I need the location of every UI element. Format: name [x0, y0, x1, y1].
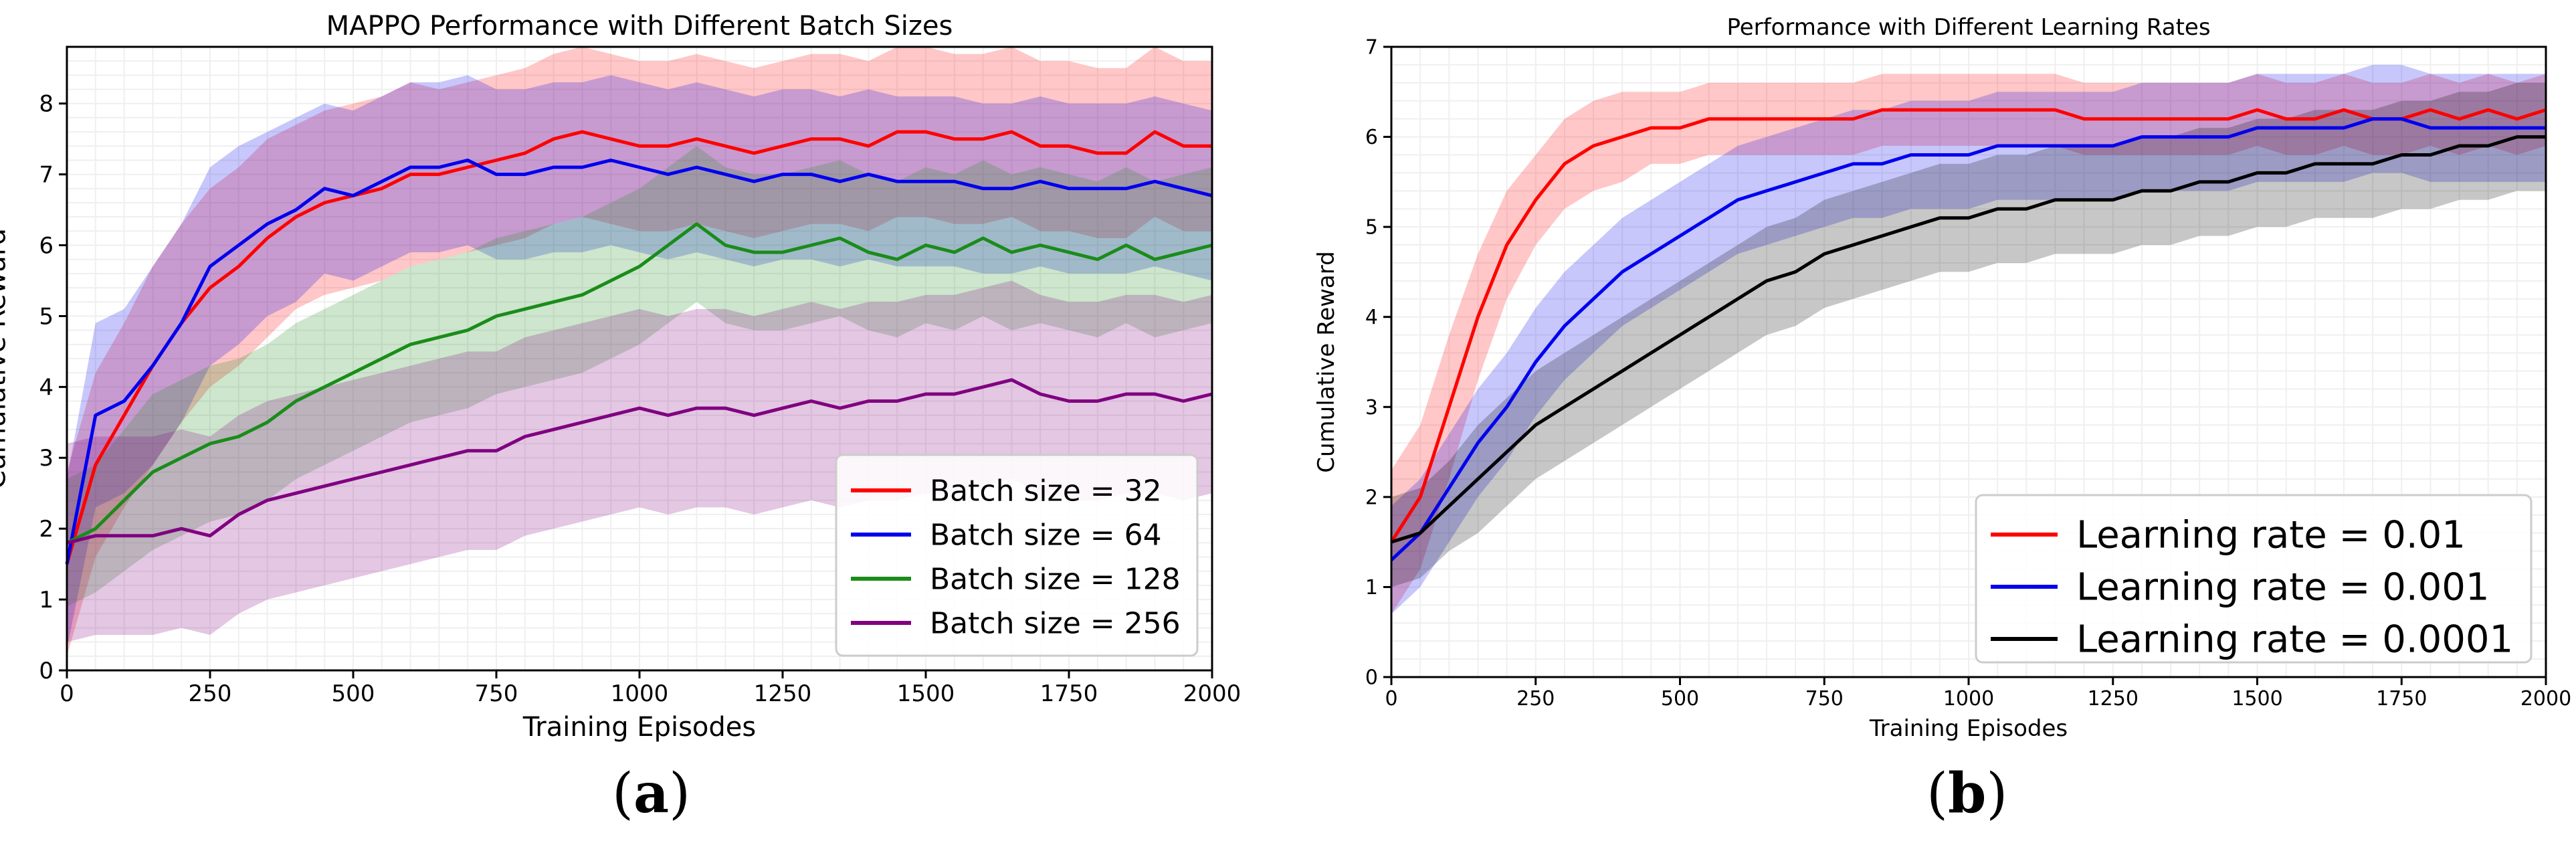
- y-tick-label: 4: [1365, 306, 1378, 329]
- legend-label-1: Batch size = 32: [930, 474, 1162, 508]
- x-tick-label: 1250: [2088, 687, 2139, 711]
- y-tick-label: 2: [39, 516, 54, 543]
- confidence-band-3: [1391, 82, 2546, 587]
- series-line-1: [1389, 108, 2547, 543]
- x-tick-label: 1500: [2232, 687, 2282, 711]
- y-tick-label: 6: [1365, 126, 1378, 149]
- legend-label-3: Learning rate = 0.0001: [2076, 618, 2513, 662]
- x-tick-label: 500: [332, 680, 375, 707]
- x-tick-label: 0: [60, 680, 74, 707]
- legend-label-2: Batch size = 64: [930, 518, 1162, 552]
- confidence-band-2: [67, 75, 1212, 650]
- chart-title: MAPPO Performance with Different Batch S…: [326, 11, 953, 41]
- y-tick-label: 3: [1365, 396, 1378, 419]
- y-axis-label: Cumulative Reward: [1313, 251, 1340, 472]
- legend-label-2: Learning rate = 0.001: [2076, 566, 2490, 609]
- x-axis-label: Training Episodes: [522, 712, 756, 743]
- legend-label-3: Batch size = 128: [930, 562, 1181, 596]
- x-tick-label: 250: [189, 680, 232, 707]
- y-tick-label: 3: [39, 445, 54, 472]
- chart-title: Performance with Different Learning Rate…: [1726, 14, 2210, 41]
- confidence-band-4: [67, 280, 1212, 642]
- y-tick-label: 0: [1365, 666, 1378, 690]
- y-tick-label: 1: [1365, 576, 1378, 599]
- series-line-4: [66, 378, 1213, 545]
- chart-1: 0 250 500 750 1000 1250 1500 1750 2000 0 1 2 3 4 5 6 7 8 M…: [0, 11, 1241, 743]
- y-tick-label: 6: [39, 232, 54, 259]
- legend: Batch size = 32 Batch size = 64 Batch size…: [835, 454, 1199, 657]
- x-tick-label: 500: [1661, 687, 1699, 711]
- x-tick-label: 1000: [611, 680, 669, 707]
- panel-label-b: (b): [1926, 761, 2008, 826]
- y-tick-label: 7: [39, 162, 54, 189]
- confidence-band-1: [67, 47, 1212, 656]
- y-tick-label: 2: [1365, 486, 1378, 509]
- y-tick-label: 1: [39, 587, 54, 614]
- x-tick-label: 1750: [2376, 687, 2427, 711]
- y-tick-label: 4: [39, 374, 54, 401]
- y-axis-label: Cumulative Reward: [0, 228, 12, 489]
- x-tick-label: 1000: [1943, 687, 1994, 711]
- x-tick-label: 2000: [2520, 687, 2571, 711]
- series-line-2: [65, 159, 1213, 565]
- legend-box: [835, 454, 1199, 657]
- series-line-1: [65, 130, 1212, 565]
- x-tick-label: 750: [475, 680, 518, 707]
- x-tick-label: 250: [1516, 687, 1555, 711]
- y-tick-label: 5: [39, 303, 54, 330]
- confidence-band-3: [67, 146, 1212, 607]
- chart-2: 0 250 500 750 1000 1250 1500 1750 2000 0 1 2 3 4 5 6 7 Pe…: [1313, 14, 2571, 742]
- y-tick-label: 0: [39, 658, 54, 684]
- x-axis-label: Training Episodes: [1869, 715, 2068, 742]
- y-tick-label: 8: [39, 91, 54, 118]
- legend-box: [1975, 494, 2533, 664]
- panel-label-a: (a): [612, 761, 691, 826]
- series-line-3: [1391, 135, 2546, 544]
- x-tick-label: 1500: [897, 680, 955, 707]
- legend-label-4: Batch size = 256: [930, 606, 1181, 640]
- series-line-3: [66, 222, 1213, 545]
- x-tick-label: 2000: [1183, 680, 1242, 707]
- x-tick-label: 750: [1805, 687, 1844, 711]
- x-tick-label: 1250: [754, 680, 812, 707]
- panel-label-b-text: b: [1948, 761, 1987, 826]
- legend-label-1: Learning rate = 0.01: [2076, 514, 2466, 557]
- y-tick-label: 5: [1365, 216, 1378, 240]
- panel-label-a-text: a: [633, 761, 670, 826]
- confidence-band-2: [1391, 64, 2546, 614]
- legend: Learning rate = 0.01 Learning rate = 0.00…: [1975, 494, 2533, 664]
- series-line-2: [1390, 117, 2546, 561]
- y-tick-label: 7: [1365, 36, 1378, 60]
- x-tick-label: 1750: [1040, 680, 1098, 707]
- x-tick-label: 0: [1385, 687, 1397, 711]
